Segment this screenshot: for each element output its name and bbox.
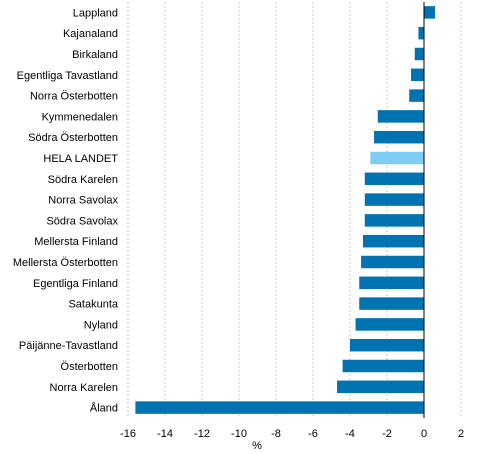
bar: [374, 130, 424, 144]
bar: [362, 234, 424, 248]
bar: [364, 172, 424, 186]
bar: [359, 276, 424, 290]
bar: [377, 110, 424, 123]
x-tick-label: -8: [271, 428, 281, 440]
category-label: Norra Savolax: [48, 195, 118, 207]
category-label: Mellersta Österbotten: [13, 257, 118, 269]
category-label: Satakunta: [68, 299, 118, 311]
category-label: Birkaland: [72, 49, 118, 61]
x-tick-label: -4: [345, 428, 355, 440]
category-label: Södra Karelen: [48, 174, 118, 186]
category-label: Egentliga Finland: [33, 278, 118, 290]
bar: [337, 380, 424, 394]
bar: [364, 214, 424, 227]
category-label: Södra Österbotten: [28, 132, 118, 144]
bar: [361, 255, 424, 269]
bar: [364, 193, 424, 206]
x-tick-label: -14: [157, 428, 173, 440]
category-label: Mellersta Finland: [34, 236, 118, 248]
category-label: HELA LANDET: [43, 153, 118, 165]
bar: [424, 6, 436, 19]
category-label: Päijänne-Tavastland: [19, 340, 118, 352]
bar: [350, 338, 424, 352]
category-label: Södra Savolax: [46, 215, 118, 227]
x-axis-label: %: [252, 440, 262, 452]
bars: [135, 6, 436, 414]
category-label: Kymmenedalen: [42, 111, 118, 123]
bar: [411, 68, 424, 82]
category-labels: Lappland Kajanaland Birkaland Egentliga Tav…: [13, 7, 119, 414]
bar: [414, 47, 424, 61]
category-label: Åland: [90, 402, 118, 415]
bar: [359, 297, 424, 310]
bar: [342, 359, 424, 373]
bar: [418, 26, 424, 40]
x-tick-label: -16: [120, 428, 136, 440]
bar: [409, 89, 424, 102]
category-label: Österbotten: [61, 361, 118, 373]
x-tick-label: -10: [231, 428, 247, 440]
category-label: Nyland: [84, 319, 118, 331]
category-label: Lappland: [73, 7, 118, 19]
category-label: Egentliga Tavastland: [17, 70, 118, 82]
x-tick-label: 0: [421, 428, 427, 440]
x-tick-label: -12: [194, 428, 210, 440]
bar: [135, 401, 424, 414]
x-tick-label: -6: [308, 428, 318, 440]
category-label: Norra Österbotten: [30, 91, 118, 103]
category-label: Norra Karelen: [50, 382, 118, 394]
grid-lines: [127, 2, 462, 418]
x-tick-labels: -16 -14 -12 -10 -8 -6 -4 -2 0 2: [120, 428, 464, 440]
x-tick-label: -2: [382, 428, 392, 440]
category-label: Kajanaland: [63, 28, 118, 40]
bar: [370, 151, 424, 165]
x-tick-label: 2: [458, 428, 464, 440]
bar: [355, 318, 424, 331]
